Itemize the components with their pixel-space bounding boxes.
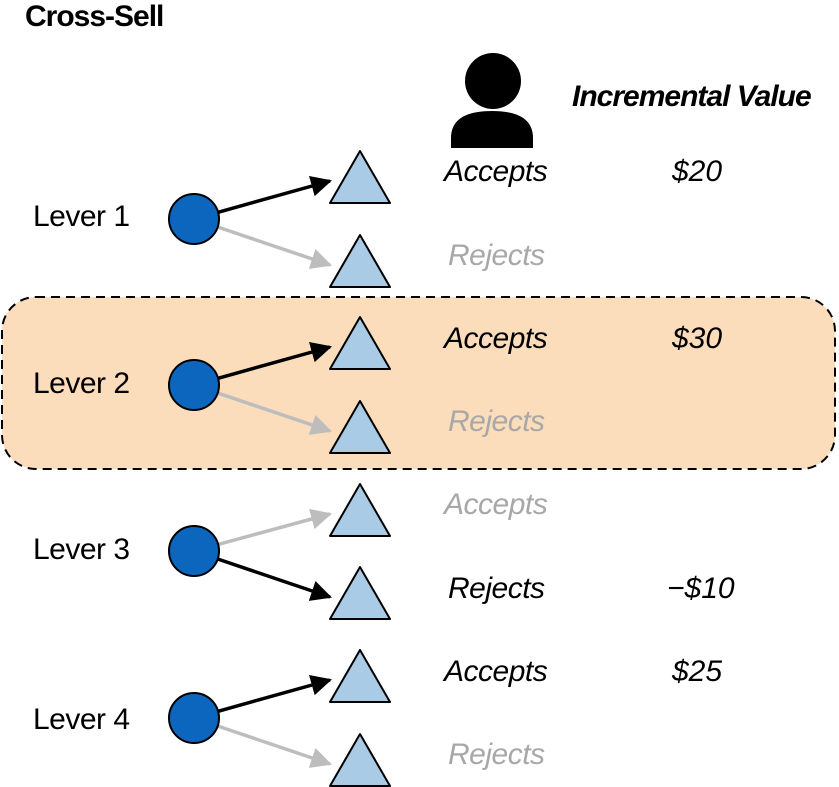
lever-4-rejects-arrow xyxy=(217,724,332,768)
lever-3-rejects-outcome: Rejects xyxy=(448,572,545,605)
lever-4-rejects-outcome: Rejects xyxy=(448,738,545,771)
person-icon-body xyxy=(451,111,533,148)
lever-4-accepts-outcome: Accepts xyxy=(444,655,548,688)
lever-2-node xyxy=(168,359,220,411)
lever-3-rejects-arrow xyxy=(217,557,332,601)
lever-1-rejects-arrow xyxy=(217,225,332,269)
lever-4-accepts-triangle xyxy=(329,649,391,703)
lever-1-accepts-triangle xyxy=(329,150,391,204)
lever-2-accepts-outcome: Accepts xyxy=(444,322,548,355)
lever-1-node xyxy=(168,193,220,245)
lever-2-accepts-arrow xyxy=(217,341,333,380)
lever-1-rejects-triangle xyxy=(329,234,391,288)
diagram-title: Cross-Sell xyxy=(25,0,164,33)
lever-3-rejects-triangle xyxy=(329,566,391,620)
lever-1-label: Lever 1 xyxy=(33,200,130,233)
lever-2-accepts-triangle xyxy=(329,316,391,370)
lever-4-accepts-arrow xyxy=(217,674,333,713)
lever-2-rejects-triangle xyxy=(329,400,391,454)
lever-3-accepts-triangle xyxy=(329,483,391,537)
lever-2-incremental-value: $30 xyxy=(672,322,723,355)
lever-3-label: Lever 3 xyxy=(33,533,130,566)
lever-2-rejects-arrow xyxy=(217,391,332,435)
lever-4-rejects-triangle xyxy=(329,733,391,787)
lever-3-node xyxy=(168,525,220,577)
lever-4-incremental-value: $25 xyxy=(672,655,723,688)
lever-1-accepts-arrow xyxy=(217,175,333,214)
lever-4-label: Lever 4 xyxy=(33,703,130,736)
incremental-value-header: Incremental Value xyxy=(572,80,812,113)
lever-3-accepts-outcome: Accepts xyxy=(444,488,548,521)
person-icon-head xyxy=(465,53,521,109)
lever-1-incremental-value: $20 xyxy=(672,155,723,188)
lever-2-rejects-outcome: Rejects xyxy=(448,405,545,438)
lever-1-accepts-outcome: Accepts xyxy=(444,155,548,188)
highlight-box xyxy=(1,296,836,470)
lever-2-label: Lever 2 xyxy=(33,367,130,400)
lever-3-accepts-arrow xyxy=(217,508,333,547)
lever-4-node xyxy=(168,692,220,744)
lever-3-incremental-value: −$10 xyxy=(667,572,735,605)
lever-1-rejects-outcome: Rejects xyxy=(448,239,545,272)
